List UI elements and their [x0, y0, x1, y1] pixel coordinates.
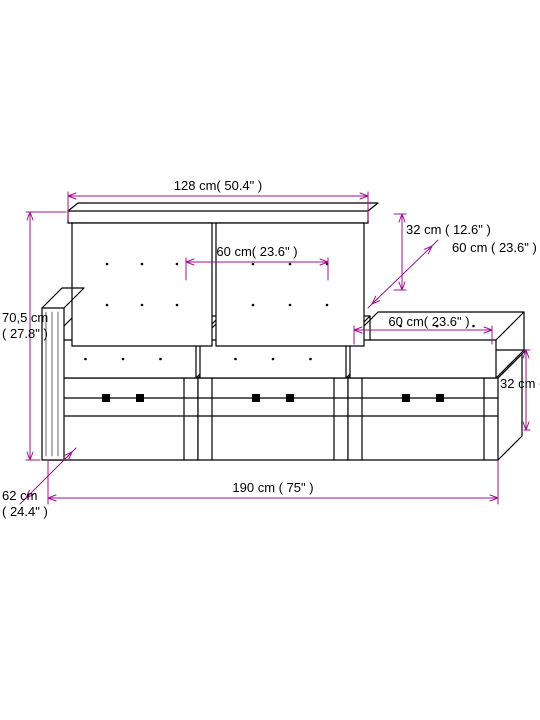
dim-label-32a: 32 cm ( 12.6" )	[406, 222, 491, 237]
dim-label-128: 128 cm( 50.4" )	[174, 178, 262, 193]
dim-label-ott-depth: 60 cm ( 23.6" )	[452, 240, 537, 255]
dim-label-depth: 62 cm( 24.4" )	[2, 488, 48, 519]
dim-label-190: 190 cm ( 75" )	[232, 480, 313, 495]
dim-label-ott60: 60 cm( 23.6" )	[388, 314, 469, 329]
dim-label-back60: 60 cm( 23.6" )	[216, 244, 297, 259]
diagram-stage: 128 cm( 50.4" ) 60 cm( 23.6" ) 60 cm ( 23.…	[0, 0, 540, 720]
dim-label-32b: 32 cm ( 12.6" )	[500, 376, 540, 391]
dim-label-height: 70,5 cm( 27.8" )	[2, 310, 48, 341]
diagram-svg: 128 cm( 50.4" ) 60 cm( 23.6" ) 60 cm ( 23.…	[0, 0, 540, 720]
